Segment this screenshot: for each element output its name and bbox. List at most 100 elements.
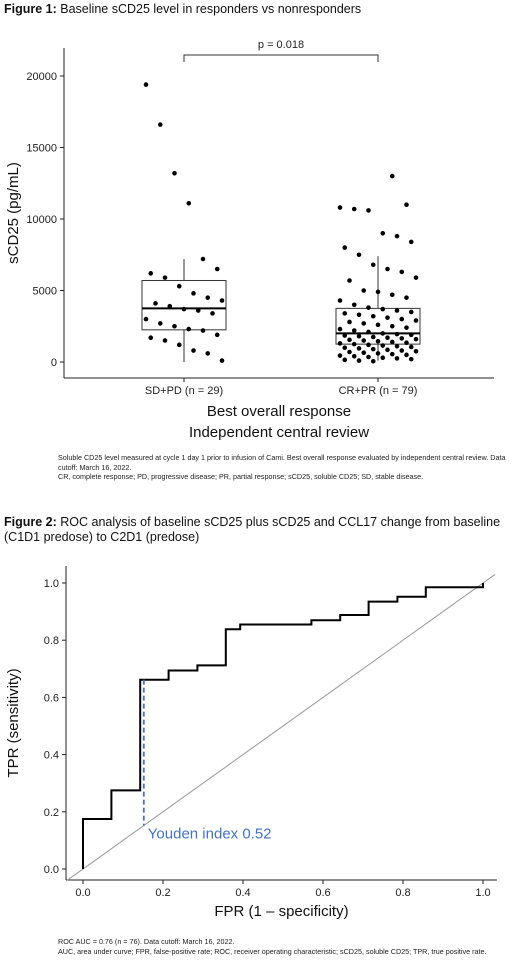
- data-point: [408, 356, 414, 362]
- data-point: [361, 321, 367, 326]
- data-point: [342, 311, 348, 316]
- x-tick-label: CR+PR (n = 79): [339, 385, 418, 397]
- y-tick-label: 0.0: [44, 864, 59, 876]
- figure1-footnotes: Soluble CD25 level measured at cycle 1 d…: [58, 453, 508, 482]
- data-point: [366, 354, 371, 360]
- data-point: [399, 269, 405, 275]
- data-point: [370, 346, 376, 352]
- data-point: [385, 315, 390, 320]
- data-point: [337, 205, 343, 210]
- data-point: [404, 295, 409, 300]
- data-point: [351, 206, 357, 212]
- data-point: [342, 357, 348, 363]
- data-point: [413, 348, 419, 354]
- data-point: [356, 333, 362, 339]
- data-point: [389, 292, 395, 298]
- data-point: [389, 351, 395, 357]
- figure1-label: Figure 1:: [4, 2, 57, 16]
- p-value-label: p = 0.018: [258, 39, 304, 51]
- data-point: [375, 322, 381, 328]
- y-tick-label: 20000: [26, 71, 57, 83]
- data-point: [389, 339, 395, 345]
- data-point: [375, 351, 381, 356]
- figure2-note-1: ROC AUC = 0.76 (n = 76). Data cutoff: Ma…: [58, 937, 235, 946]
- data-point: [148, 335, 154, 340]
- data-point: [195, 308, 201, 313]
- data-point: [337, 353, 343, 358]
- data-point: [342, 245, 348, 250]
- x-axis-title: Independent central review: [189, 424, 369, 441]
- y-axis-title: sCD25 (pg/mL): [5, 162, 22, 264]
- youden-label: Youden index 0.52: [148, 826, 272, 843]
- data-point: [408, 239, 414, 245]
- data-point: [172, 170, 177, 176]
- data-point: [370, 334, 376, 340]
- x-tick-label: SD+PD (n = 29): [145, 385, 223, 397]
- figure1-title-text: Baseline sCD25 level in responders vs no…: [56, 2, 362, 16]
- data-point: [347, 337, 352, 343]
- data-point: [337, 326, 343, 332]
- data-point: [143, 316, 149, 322]
- data-point: [385, 335, 390, 340]
- data-point: [342, 333, 348, 338]
- data-point: [200, 328, 206, 333]
- data-point: [394, 343, 400, 349]
- data-point: [162, 338, 168, 343]
- data-point: [404, 202, 409, 207]
- data-point: [399, 336, 405, 341]
- data-point: [167, 303, 173, 309]
- data-point: [370, 358, 376, 364]
- figure1-note-1: Soluble CD25 level measured at cycle 1 d…: [58, 453, 506, 472]
- data-point: [375, 338, 381, 344]
- significance-bracket: [183, 54, 379, 62]
- x-tick-label: 0.4: [235, 887, 250, 899]
- y-tick-label: 0.6: [44, 692, 59, 704]
- data-point: [214, 266, 220, 272]
- data-point: [356, 358, 362, 363]
- data-point: [162, 275, 168, 280]
- data-point: [413, 318, 419, 323]
- data-point: [361, 288, 367, 293]
- data-point: [356, 312, 362, 318]
- y-tick-label: 0.4: [44, 750, 59, 762]
- data-point: [186, 200, 192, 206]
- data-point: [380, 355, 386, 361]
- x-tick-label: 0.2: [155, 887, 170, 899]
- reference-diagonal: [66, 574, 496, 881]
- data-point: [351, 328, 357, 333]
- data-point: [347, 278, 352, 283]
- x-axis-title: Best overall response: [207, 403, 351, 420]
- y-tick-label: 0: [51, 357, 57, 369]
- data-point: [385, 266, 390, 272]
- data-point: [413, 275, 419, 280]
- data-point: [394, 331, 400, 337]
- data-point: [176, 283, 182, 289]
- figure1-note-2: CR, complete response; PD, progressive d…: [58, 472, 424, 481]
- x-tick-label: 0.8: [395, 887, 410, 899]
- x-axis-title: FPR (1 – specificity): [214, 903, 348, 920]
- data-point: [157, 321, 163, 326]
- data-point: [214, 332, 220, 338]
- x-tick-label: 0.0: [75, 887, 90, 899]
- data-point: [351, 341, 357, 347]
- data-point: [191, 291, 196, 296]
- data-point: [380, 231, 386, 236]
- data-point: [337, 298, 343, 303]
- data-point: [366, 329, 371, 335]
- x-tick-label: 0.6: [315, 887, 330, 899]
- data-point: [366, 305, 371, 310]
- data-point: [351, 353, 357, 359]
- data-point: [366, 342, 371, 348]
- data-point: [356, 252, 362, 258]
- y-tick-label: 1.0: [44, 578, 59, 590]
- figure2-title-text: ROC analysis of baseline sCD25 plus sCD2…: [4, 515, 501, 544]
- figure2-title: Figure 2: ROC analysis of baseline sCD25…: [4, 515, 518, 545]
- data-point: [404, 352, 409, 358]
- data-point: [347, 349, 352, 355]
- data-point: [408, 309, 414, 315]
- data-point: [375, 289, 381, 295]
- data-point: [172, 323, 177, 329]
- figure2-footnotes: ROC AUC = 0.76 (n = 76). Data cutoff: Ma…: [58, 937, 508, 956]
- data-point: [408, 344, 414, 350]
